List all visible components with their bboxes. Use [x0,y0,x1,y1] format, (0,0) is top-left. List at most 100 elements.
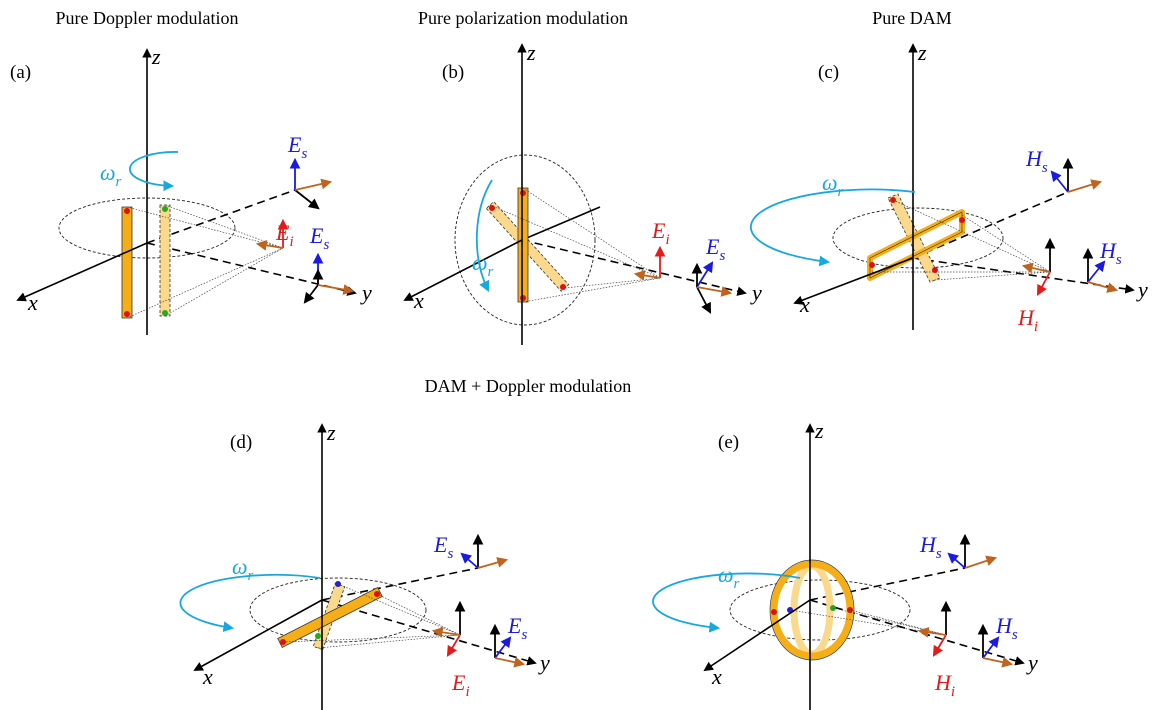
symbol: ω [718,562,734,587]
symbol-label: Hs [919,532,942,562]
projection-line [127,248,283,318]
symbol: H [934,670,952,695]
projection-line [318,635,460,648]
panel-label: (b) [442,62,464,83]
arrow [495,638,510,658]
arrow [305,285,318,302]
symbol: ω [100,160,116,185]
subscript: i [1034,319,1038,335]
arrow [1068,182,1100,192]
panel-label: (d) [230,432,252,453]
subscript: r [838,184,844,200]
arrow [697,287,710,312]
arrow [295,182,330,190]
marker-dot [520,295,526,301]
arrow [1038,272,1050,294]
symbol-label: ωr [232,554,254,584]
marker-dot [959,217,965,223]
projection-line [523,278,660,302]
symbol: ω [472,250,488,275]
symbol-label: Es [705,234,725,264]
subscript: i [289,234,293,250]
marker-dot [162,206,168,212]
projection-line [850,610,946,635]
subscript: s [1116,252,1122,268]
axis-label: y [1026,650,1038,675]
projection-line [377,594,460,635]
section-title: DAM + Doppler modulation [425,376,632,396]
panel-label: (e) [718,432,739,453]
marker-dot [124,311,130,317]
projection-line [962,215,1050,272]
symbol: ω [232,554,248,579]
axis-label: z [151,44,161,69]
symbol-label: Es [287,132,307,162]
symbol: E [705,234,720,259]
arrow [1088,262,1104,282]
rod [122,207,132,318]
subscript: s [301,146,307,162]
arrow [1052,172,1068,192]
projection-line [490,205,660,278]
marker-dot [162,310,168,316]
axis-label: x [413,288,424,313]
marker-dot [489,205,495,211]
arrow [965,558,995,568]
subscript: s [447,546,453,562]
ray-line [522,207,600,240]
symbol-label: ωr [100,160,122,190]
subscript: i [951,684,955,700]
marker-dot [520,190,526,196]
symbol-label: ωr [822,170,844,200]
subscript: i [465,684,469,700]
arrow [462,554,478,568]
marker-dot [560,284,566,290]
arrow [949,554,965,568]
symbol-label: Hi [934,670,955,700]
arrow [795,258,913,303]
arrow [478,560,506,568]
subscript: s [936,546,942,562]
axis-label: z [526,40,536,65]
symbol-label: Es [309,223,329,253]
arrow [495,658,523,664]
axis-label: y [360,280,372,305]
symbol: H [1099,238,1117,263]
subscript: s [521,627,527,643]
arrow [1088,282,1116,290]
symbol-label: Ei [451,670,470,700]
arrow [1024,266,1050,272]
subscript: r [248,568,254,584]
rod [278,588,383,648]
symbol: E [275,220,290,245]
symbol: E [651,218,666,243]
symbol: H [919,532,937,557]
marker-dot [771,609,777,615]
subscript: s [719,248,725,264]
panel-label: (a) [10,62,31,83]
symbol: E [287,132,302,157]
marker-dot [315,633,321,639]
arrow [318,285,352,291]
symbol: E [451,670,466,695]
orbit-ellipse [730,580,910,640]
arrow [983,658,1011,664]
symbol: ω [822,170,838,195]
axis-label: x [799,292,810,317]
subscript: i [665,232,669,248]
subscript: s [323,237,329,253]
subscript: r [116,174,122,190]
panel-title: Pure Doppler modulation [56,8,239,28]
symbol: E [433,532,448,557]
symbol: H [995,613,1013,638]
rotation-arrow [130,152,178,186]
rod [518,188,528,302]
axis-label: y [1136,277,1148,302]
axis-label: y [750,280,762,305]
ray-line [322,568,478,600]
symbol: E [507,613,522,638]
projection-line [165,205,283,248]
axis-label: x [202,664,213,689]
ring-ghost [794,566,830,654]
subscript: s [1012,627,1018,643]
